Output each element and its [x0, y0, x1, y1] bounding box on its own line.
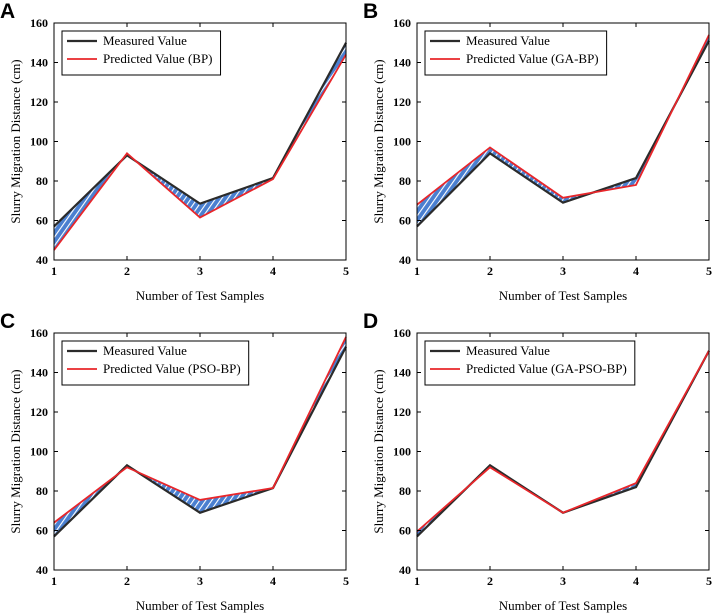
- x-tick-label: 3: [560, 574, 566, 588]
- legend-predicted-label: Predicted Value (PSO-BP): [103, 361, 241, 376]
- error-fill-area: [54, 42, 346, 251]
- predicted-value-line: [53, 336, 347, 524]
- predicted-value-line: [416, 350, 710, 533]
- y-tick-label: 40: [36, 563, 48, 577]
- x-axis-label: Number of Test Samples: [136, 598, 264, 613]
- legend-measured-label: Measured Value: [466, 343, 550, 358]
- y-tick-label: 120: [30, 405, 48, 419]
- x-tick-label: 5: [706, 264, 712, 278]
- x-tick-label: 1: [51, 574, 57, 588]
- legend-measured-label: Measured Value: [103, 343, 187, 358]
- legend-box: [61, 30, 222, 76]
- panel-letter: C: [0, 310, 15, 333]
- y-tick-label: 100: [30, 445, 48, 459]
- legend-predicted-label: Predicted Value (BP): [103, 51, 213, 66]
- legend-measured-label: Measured Value: [103, 33, 187, 48]
- y-tick-label: 40: [399, 563, 411, 577]
- chart-panel-c: C 40 60 80 100 120 140 160 1 2 3 4 5 Number of Test S…: [0, 310, 349, 613]
- x-tick-label: 5: [706, 574, 712, 588]
- y-axis-label: Slurry Migration Distance (cm): [8, 59, 23, 223]
- y-tick-label: 120: [393, 405, 411, 419]
- panel-letter: D: [363, 310, 378, 333]
- y-tick-label: 100: [30, 135, 48, 149]
- x-tick-label: 2: [124, 264, 130, 278]
- y-tick-label: 60: [36, 214, 48, 228]
- legend-box: [61, 340, 250, 386]
- x-tick-label: 1: [414, 264, 420, 278]
- x-tick-label: 2: [487, 264, 493, 278]
- y-tick-label: 140: [30, 366, 48, 380]
- measured-value-line: [53, 42, 347, 228]
- y-tick-label: 140: [30, 56, 48, 70]
- legend-measured-label: Measured Value: [466, 33, 550, 48]
- legend-predicted-label: Predicted Value (GA-BP): [466, 51, 599, 66]
- y-tick-label: 60: [399, 524, 411, 538]
- legend-box: [424, 340, 636, 386]
- y-tick-label: 160: [30, 326, 48, 340]
- y-tick-label: 160: [30, 16, 48, 30]
- y-tick-label: 80: [399, 174, 411, 188]
- x-tick-label: 4: [633, 574, 639, 588]
- y-tick-label: 140: [393, 56, 411, 70]
- x-axis-label: Number of Test Samples: [499, 598, 627, 613]
- x-tick-label: 1: [51, 264, 57, 278]
- y-axis-label: Slurry Migration Distance (cm): [371, 59, 386, 223]
- measured-value-line: [53, 346, 347, 538]
- x-tick-label: 5: [343, 574, 349, 588]
- y-axis-label: Slurry Migration Distance (cm): [371, 369, 386, 533]
- predicted-value-line: [416, 34, 710, 206]
- y-tick-label: 80: [36, 174, 48, 188]
- y-tick-label: 120: [30, 95, 48, 109]
- y-tick-label: 100: [393, 135, 411, 149]
- y-axis-label: Slurry Migration Distance (cm): [8, 369, 23, 533]
- x-tick-label: 4: [633, 264, 639, 278]
- predicted-value-line: [53, 54, 347, 251]
- y-tick-label: 60: [36, 524, 48, 538]
- chart-panel-a: A 40 60 80 100 120 140 160 1 2 3 4 5 Number of Test S…: [0, 0, 349, 303]
- measured-value-line: [416, 40, 710, 228]
- x-tick-label: 3: [197, 264, 203, 278]
- x-tick-label: 2: [487, 574, 493, 588]
- chart-panel-d: D 40 60 80 100 120 140 160 1 2 3 4 5 Number of Test S…: [363, 310, 712, 613]
- y-tick-label: 80: [36, 484, 48, 498]
- y-tick-label: 120: [393, 95, 411, 109]
- x-tick-label: 3: [197, 574, 203, 588]
- y-tick-label: 60: [399, 214, 411, 228]
- y-tick-label: 160: [393, 16, 411, 30]
- x-tick-label: 5: [343, 264, 349, 278]
- legend-predicted-label: Predicted Value (GA-PSO-BP): [466, 361, 627, 376]
- y-tick-label: 80: [399, 484, 411, 498]
- x-axis-label: Number of Test Samples: [499, 288, 627, 303]
- panel-letter: B: [363, 0, 378, 23]
- legend-box: [424, 30, 608, 76]
- y-tick-label: 140: [393, 366, 411, 380]
- x-tick-label: 3: [560, 264, 566, 278]
- x-tick-label: 4: [270, 574, 276, 588]
- panel-letter: A: [0, 0, 15, 23]
- x-tick-label: 4: [270, 264, 276, 278]
- y-tick-label: 100: [393, 445, 411, 459]
- x-axis-label: Number of Test Samples: [136, 288, 264, 303]
- y-tick-label: 40: [399, 253, 411, 267]
- x-tick-label: 1: [414, 574, 420, 588]
- x-tick-label: 2: [124, 574, 130, 588]
- y-tick-label: 160: [393, 326, 411, 340]
- y-tick-label: 40: [36, 253, 48, 267]
- chart-panel-b: B 40 60 80 100 120 140 160 1 2 3 4 5 Number of Test S…: [363, 0, 712, 303]
